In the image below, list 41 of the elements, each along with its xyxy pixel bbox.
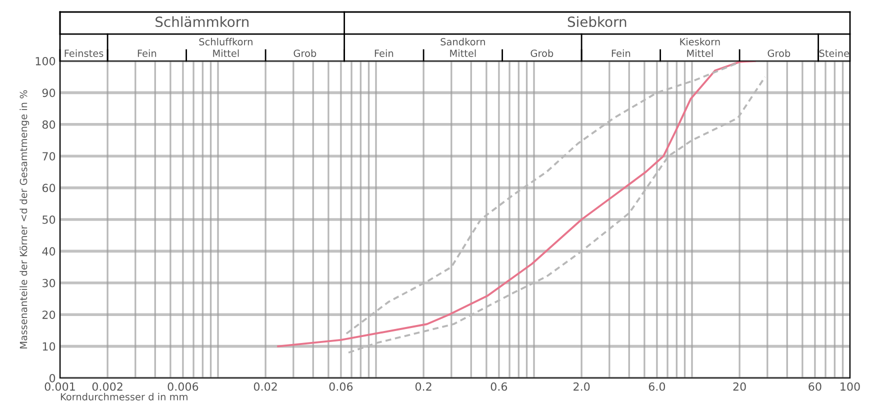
text: Siebkorn (568, 16, 626, 28)
text: Mittel (687, 49, 713, 57)
x-tick-label: 0.002 (92, 382, 122, 391)
text: Schlämmkorn (156, 16, 248, 28)
x-tick-label: 0.02 (254, 382, 277, 391)
y-tick-label: 90 (42, 88, 56, 98)
x-tick-label: 0.6 (490, 382, 508, 391)
y-tick-label: 30 (42, 278, 56, 288)
text: Schluffkorn (199, 38, 252, 46)
x-tick-label: 0.06 (329, 382, 353, 391)
text: Fein (612, 49, 630, 57)
text: Mittel (450, 49, 476, 57)
text: Feinstes (64, 49, 104, 57)
x-tick-label: 100 (840, 382, 860, 391)
text: Grob (768, 49, 790, 57)
text: Kieskorn (680, 38, 720, 46)
x-axis-title: Korndurchmesser d in mm (60, 392, 188, 400)
x-tick-label: 0.001 (44, 382, 75, 391)
text: Grob (294, 49, 316, 57)
text: Grob (530, 49, 554, 57)
x-tick-label: 0.2 (415, 382, 432, 391)
y-tick-label: 50 (42, 215, 56, 224)
y-tick-label: 60 (42, 184, 56, 192)
y-tick-label: 0 (49, 374, 56, 382)
y-tick-label: 20 (42, 310, 56, 319)
y-tick-label: 80 (42, 120, 56, 129)
y-tick-label: 70 (42, 152, 56, 160)
y-axis-title: Massenanteile der Körner <d der Gesamtmenge in % (20, 90, 30, 348)
x-tick-label: 6.0 (648, 382, 666, 391)
x-tick-label: 60 (808, 382, 822, 391)
text: Fein (138, 49, 156, 57)
y-tick-label: 100 (36, 56, 56, 66)
y-tick-label: 10 (42, 342, 56, 351)
x-tick-label: 0.006 (168, 382, 198, 391)
text: Mittel (213, 49, 239, 57)
x-tick-label: 2.0 (574, 382, 590, 391)
y-tick-label: 40 (42, 247, 56, 256)
text: Fein (374, 49, 394, 57)
text: Steine (819, 49, 850, 57)
text: Sandkorn (440, 38, 485, 46)
x-tick-label: 20 (733, 382, 746, 391)
